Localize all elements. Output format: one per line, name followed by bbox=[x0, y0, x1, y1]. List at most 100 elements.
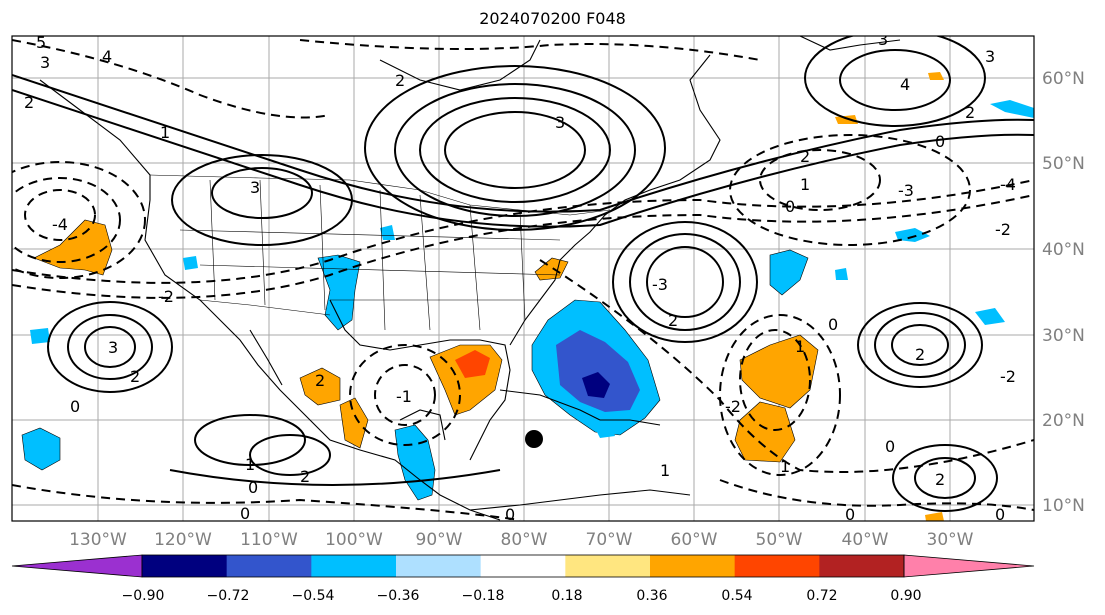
lon-label: 60°W bbox=[671, 530, 718, 550]
contour-label: -1 bbox=[396, 387, 412, 406]
shade-blue-pacific-w bbox=[21, 427, 61, 471]
contour-neg-arc-2 bbox=[12, 194, 1034, 299]
contour-high-hudson-4 bbox=[364, 65, 666, 231]
contour-neg-arc-1 bbox=[12, 179, 1034, 284]
contour-label: 0 bbox=[828, 315, 838, 334]
contour-high-atl-1 bbox=[646, 246, 724, 318]
political-borders bbox=[149, 174, 611, 331]
colorbar-segment bbox=[650, 555, 736, 577]
colorbar-tick: −0.90 bbox=[122, 588, 165, 604]
contour-zonal-1 bbox=[12, 74, 1034, 213]
contour-label: 1 bbox=[660, 461, 670, 480]
coast-hudson bbox=[379, 39, 541, 91]
contour-label: -4 bbox=[1000, 175, 1016, 194]
contour-high-se-1 bbox=[914, 457, 976, 499]
contour-low-ne-2 bbox=[729, 134, 971, 246]
contour-low-gulf-1 bbox=[374, 364, 436, 426]
lat-label: 60°N bbox=[1042, 69, 1085, 89]
contour-neg-arc-7 bbox=[719, 479, 1034, 511]
contour-label: 1 bbox=[795, 337, 805, 356]
shade-blue-small-1 bbox=[380, 225, 395, 240]
contour-high-atl-2 bbox=[629, 233, 741, 331]
contour-neg-arc-6 bbox=[12, 484, 521, 521]
colorbar-ticks: −0.90 −0.72 −0.54 −0.36 −0.18 0.18 0.36 … bbox=[122, 588, 922, 604]
contour-label: 1 bbox=[800, 175, 810, 194]
shade-orange-atl-2 bbox=[734, 401, 796, 463]
contour-sub-1 bbox=[169, 469, 501, 486]
contour-high-pac-1 bbox=[84, 326, 136, 368]
coast-sa bbox=[469, 489, 691, 511]
shade-blue-small-3 bbox=[835, 268, 848, 280]
contour-label: -2 bbox=[995, 220, 1011, 239]
lon-label: 30°W bbox=[927, 530, 974, 550]
coast-hispaniola bbox=[600, 419, 661, 426]
colorbar-extend-max bbox=[903, 554, 1035, 578]
colorbar-extend-min bbox=[11, 554, 143, 578]
contour-label: 2 bbox=[668, 311, 678, 330]
lat-label: 50°N bbox=[1042, 154, 1085, 174]
contour-low-pac-3 bbox=[12, 161, 146, 279]
contour-label: 3 bbox=[878, 30, 888, 49]
contour-label: 1 bbox=[780, 457, 790, 476]
contour-label: 0 bbox=[935, 132, 945, 151]
lon-label: 70°W bbox=[586, 530, 633, 550]
colorbar bbox=[11, 554, 1035, 578]
contour-label: 2 bbox=[915, 345, 925, 364]
shade-blue-pacific-nw bbox=[30, 328, 50, 344]
colorbar-tick: −0.54 bbox=[292, 588, 335, 604]
coastlines bbox=[39, 36, 901, 521]
colorbar-segment bbox=[396, 555, 482, 577]
contour-high-pac-2 bbox=[67, 314, 153, 380]
contour-low-gulf-2 bbox=[349, 344, 461, 446]
lon-label: 80°W bbox=[501, 530, 548, 550]
colorbar-segment bbox=[142, 555, 228, 577]
colorbar-segment bbox=[311, 555, 397, 577]
shade-orange-ne bbox=[928, 72, 944, 80]
coast-greenland bbox=[799, 36, 901, 51]
contours-negative bbox=[12, 39, 1034, 521]
lon-label: 50°W bbox=[756, 530, 803, 550]
colorbar-tick: 0.90 bbox=[890, 588, 921, 604]
shade-blue-caribbean bbox=[394, 424, 436, 501]
state-lines-1 bbox=[209, 179, 526, 331]
colorbar-tick: −0.72 bbox=[207, 588, 250, 604]
contour-label: 3 bbox=[555, 113, 565, 132]
contour-label: 2 bbox=[965, 103, 975, 122]
latitude-labels: 60°N 50°N 40°N 30°N 20°N 10°N bbox=[1042, 69, 1085, 516]
colorbar-tick: 0.18 bbox=[551, 588, 582, 604]
colorbar-segment bbox=[734, 555, 820, 577]
contours-positive bbox=[12, 36, 1034, 512]
colorbar-segment bbox=[226, 555, 312, 577]
contour-label: 2 bbox=[395, 71, 405, 90]
contour-label: -2 bbox=[158, 287, 174, 306]
shade-orange-w-pacific bbox=[33, 219, 113, 276]
contour-label: 1 bbox=[245, 455, 255, 474]
shade-navy-atl bbox=[582, 372, 610, 398]
lat-label: 20°N bbox=[1042, 411, 1085, 431]
border-us-mexico bbox=[199, 299, 331, 316]
contour-label: 3 bbox=[40, 53, 50, 72]
contour-label: 0 bbox=[785, 197, 795, 216]
colorbar-segment bbox=[819, 555, 905, 577]
contour-high-eatl-1 bbox=[891, 324, 949, 366]
coast-east-na bbox=[509, 54, 721, 346]
contour-high-eatl-3 bbox=[857, 302, 983, 388]
shade-orange-se bbox=[925, 512, 944, 521]
border-us-canada bbox=[149, 174, 611, 216]
colorbar-frame bbox=[141, 554, 905, 578]
contour-neg-arc-4 bbox=[12, 39, 331, 119]
shade-mid-blue-atl bbox=[556, 330, 640, 412]
lon-label: 40°W bbox=[842, 530, 889, 550]
contour-label: 2 bbox=[800, 147, 810, 166]
longitude-labels: 130°W 120°W 110°W 100°W 90°W 80°W 70°W 6… bbox=[69, 530, 974, 550]
contour-low-atl-1 bbox=[739, 329, 811, 431]
shade-blue-uk bbox=[990, 100, 1034, 118]
map-content: 5 4 3 2 2 3 3 1 -4 -2 3 2 0 1 2 0 0 2 -1… bbox=[12, 30, 1034, 523]
colorbar-tick: 0.54 bbox=[721, 588, 752, 604]
lon-label: 130°W bbox=[69, 530, 127, 550]
contour-label: 0 bbox=[240, 504, 250, 523]
contour-high-nao-1 bbox=[839, 49, 951, 111]
shade-blue-small-2 bbox=[183, 256, 198, 270]
contour-low-pac-1 bbox=[24, 189, 96, 241]
contour-label: 2 bbox=[24, 93, 34, 112]
